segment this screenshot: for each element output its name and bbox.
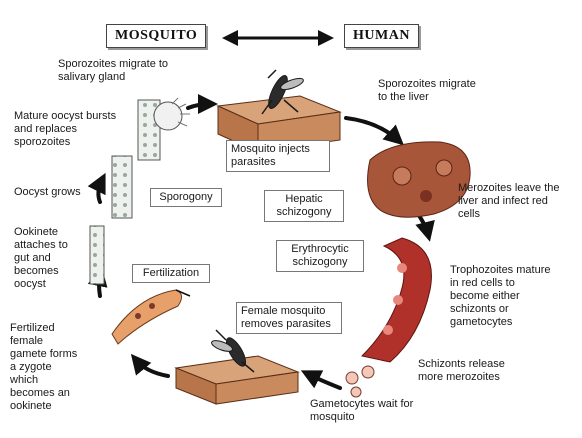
mosquito-header: MOSQUITO [106,24,207,48]
box-erythrocytic-schizogony: Erythrocytic schizogony [276,240,364,272]
label-gametocytes: Gametocytes wait for mosquito [310,398,414,423]
label-sporozoites-salivary: Sporozoites migrate to salivary gland [58,58,169,83]
label-schizonts: Schizonts release more merozoites [418,358,505,383]
label-trophozoites: Trophozoites mature in red cells to beco… [450,264,551,328]
box-sporogony: Sporogony [150,188,222,207]
mature-oocyst-illustration [137,97,190,161]
box-mosquito-injects: Mosquito injects parasites [226,140,330,172]
cycle-arrows [87,94,435,390]
skin-block-bottom [174,355,300,405]
box-fertilization: Fertilization [132,264,210,283]
label-mature-oocyst: Mature oocyst bursts and replaces sporoz… [14,110,117,148]
label-sporozoites-liver: Sporozoites migrate to the liver [378,78,476,103]
label-ookinete: Ookinete attaches to gut and becomes ooc… [14,226,68,290]
mosquito-feeding-icon [211,329,255,373]
box-female-mosquito: Female mosquito removes parasites [236,302,342,334]
mosquito-gut-illustration [111,289,191,345]
mosquito-icon [261,69,304,115]
liver-illustration [367,141,471,218]
gut-wall-illustration [89,155,133,285]
human-header: HUMAN [344,24,419,48]
double-headed-arrow-icon [222,30,334,46]
box-hepatic-schizogony: Hepatic schizogony [264,190,344,222]
label-fertilized-gamete: Fertilized female gamete forms a zygote … [10,322,78,412]
label-merozoites-leave: Merozoites leave the liver and infect re… [458,182,560,220]
blood-vessel-illustration [360,237,432,363]
label-oocyst-grows: Oocyst grows [14,186,81,198]
gametocyte-cells [345,365,375,398]
